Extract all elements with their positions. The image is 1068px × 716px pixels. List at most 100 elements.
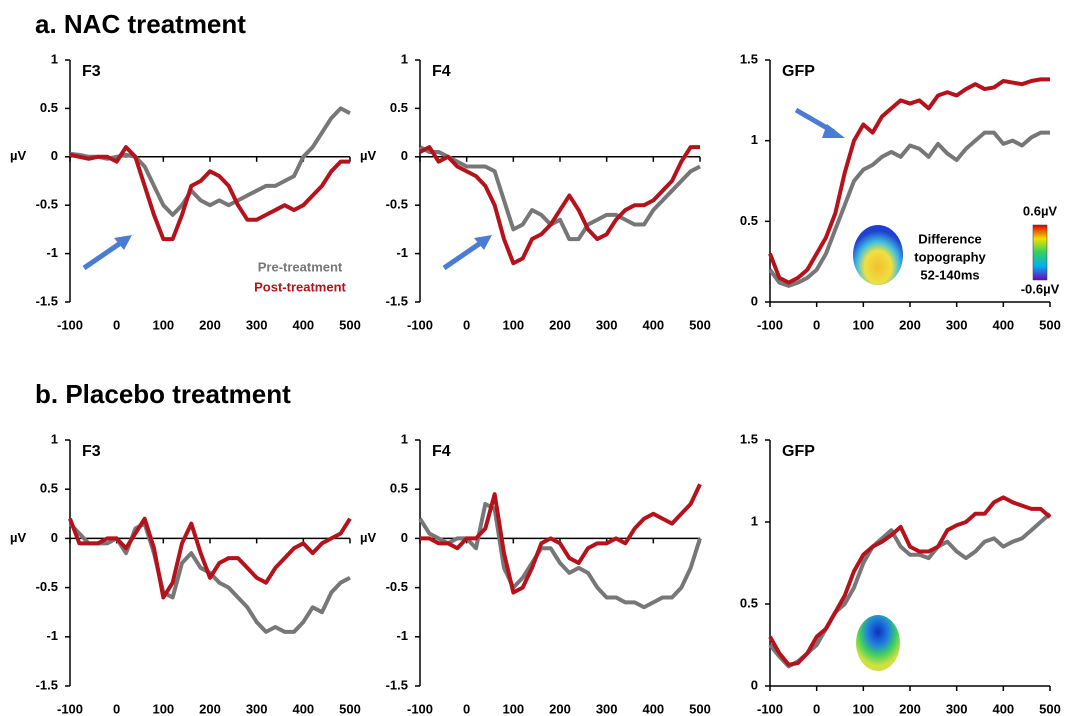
y-tick-label: 1 [51, 431, 58, 446]
x-tick-label: 400 [292, 701, 314, 716]
legend-entry: Pre-treatment [258, 259, 343, 274]
y-tick-label: 1.5 [740, 51, 758, 66]
x-tick-label: 100 [502, 317, 524, 332]
series-line [68, 516, 352, 600]
x-tick-label: 300 [596, 701, 618, 716]
x-tick-label: 200 [199, 701, 221, 716]
x-tick-label: 0 [113, 701, 120, 716]
y-tick-label: -1 [46, 245, 58, 260]
panel-title: F3 [82, 443, 101, 460]
series-line [419, 145, 700, 266]
section-title: b. Placebo treatment [35, 379, 291, 409]
series-line [419, 145, 701, 242]
x-tick-label: -100 [407, 317, 433, 332]
series-line [768, 130, 1050, 288]
y-tick-label: -1 [46, 628, 58, 643]
legend-entry: Post-treatment [254, 279, 346, 294]
series-line [418, 501, 702, 610]
x-tick-label: 200 [899, 317, 921, 332]
y-tick-label: 0.5 [390, 100, 408, 115]
arrows [82, 107, 845, 271]
panel-title: F3 [82, 63, 101, 80]
y-tick-label: 1 [751, 513, 758, 528]
topography [853, 225, 903, 285]
y-tick-label: 0 [751, 677, 758, 692]
x-tick-label: 500 [1039, 701, 1061, 716]
x-tick-label: 400 [642, 701, 664, 716]
x-tick-label: 300 [596, 317, 618, 332]
series-line [69, 106, 351, 217]
y-axis-label: µV [360, 530, 376, 545]
series-line [420, 483, 702, 595]
x-tick-label: 0 [113, 317, 120, 332]
x-tick-label: 400 [992, 317, 1014, 332]
x-tick-label: 100 [852, 701, 874, 716]
x-tick-label: 100 [502, 701, 524, 716]
colorbar-label: -0.6µV [1021, 281, 1060, 296]
y-tick-label: 0.5 [40, 100, 58, 115]
y-tick-label: 0.5 [390, 481, 408, 496]
x-tick-label: -100 [757, 701, 783, 716]
x-tick-label: 400 [642, 317, 664, 332]
x-tick-label: 500 [339, 701, 361, 716]
y-tick-label: 1 [751, 132, 758, 147]
y-tick-label: 0.5 [740, 595, 758, 610]
x-tick-label: -100 [407, 701, 433, 716]
x-tick-label: 100 [152, 317, 174, 332]
y-tick-label: 0 [51, 148, 58, 163]
y-tick-label: 1 [401, 51, 408, 66]
annotation: topography [914, 249, 986, 264]
y-tick-label: 0 [401, 148, 408, 163]
y-tick-label: -1.5 [386, 293, 408, 308]
x-tick-label: 0 [813, 701, 820, 716]
x-tick-label: 0 [463, 317, 470, 332]
topography [856, 615, 900, 671]
x-tick-label: 100 [152, 701, 174, 716]
y-tick-label: -0.5 [386, 579, 408, 594]
annotation: Difference [918, 231, 982, 246]
y-tick-label: -1 [396, 245, 408, 260]
panel-title: GFP [782, 443, 815, 460]
y-tick-label: -0.5 [386, 197, 408, 212]
x-tick-label: 400 [992, 701, 1014, 716]
x-tick-label: 200 [549, 701, 571, 716]
panel-title: F4 [432, 63, 451, 80]
colorbar [1032, 224, 1048, 281]
section-title: a. NAC treatment [35, 9, 246, 39]
y-tick-label: -1.5 [386, 677, 408, 692]
y-axis-label: µV [360, 148, 376, 163]
x-tick-label: 0 [463, 701, 470, 716]
x-tick-label: 300 [246, 701, 268, 716]
x-tick-label: 500 [339, 317, 361, 332]
x-tick-label: 200 [549, 317, 571, 332]
y-tick-label: -0.5 [36, 579, 58, 594]
y-tick-label: 0 [751, 293, 758, 308]
x-tick-label: 300 [246, 317, 268, 332]
y-tick-label: 1 [401, 431, 408, 446]
y-tick-label: 1.5 [740, 431, 758, 446]
y-axis-label: µV [10, 530, 26, 545]
panel-title: GFP [782, 63, 815, 80]
y-tick-label: -1.5 [36, 677, 58, 692]
x-tick-label: 500 [689, 701, 711, 716]
y-axis-label: µV [10, 148, 26, 163]
x-tick-label: 300 [946, 317, 968, 332]
y-tick-label: 0 [401, 530, 408, 545]
x-tick-label: 0 [813, 317, 820, 332]
x-tick-label: 100 [852, 317, 874, 332]
panel-title: F4 [432, 443, 451, 460]
x-tick-label: 200 [899, 701, 921, 716]
series-line [69, 145, 350, 242]
x-tick-label: 400 [292, 317, 314, 332]
x-tick-label: 300 [946, 701, 968, 716]
x-tick-label: 500 [1039, 317, 1061, 332]
x-tick-label: -100 [57, 317, 83, 332]
series-line [768, 512, 1052, 669]
y-tick-label: -1.5 [36, 293, 58, 308]
y-tick-label: -1 [396, 628, 408, 643]
colorbar-label: 0.6µV [1023, 203, 1058, 218]
y-tick-label: 0 [51, 530, 58, 545]
y-tick-label: 0.5 [740, 213, 758, 228]
y-tick-label: -0.5 [36, 197, 58, 212]
